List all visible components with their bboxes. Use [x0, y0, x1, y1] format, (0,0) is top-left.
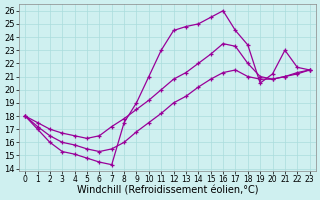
- X-axis label: Windchill (Refroidissement éolien,°C): Windchill (Refroidissement éolien,°C): [77, 186, 258, 196]
